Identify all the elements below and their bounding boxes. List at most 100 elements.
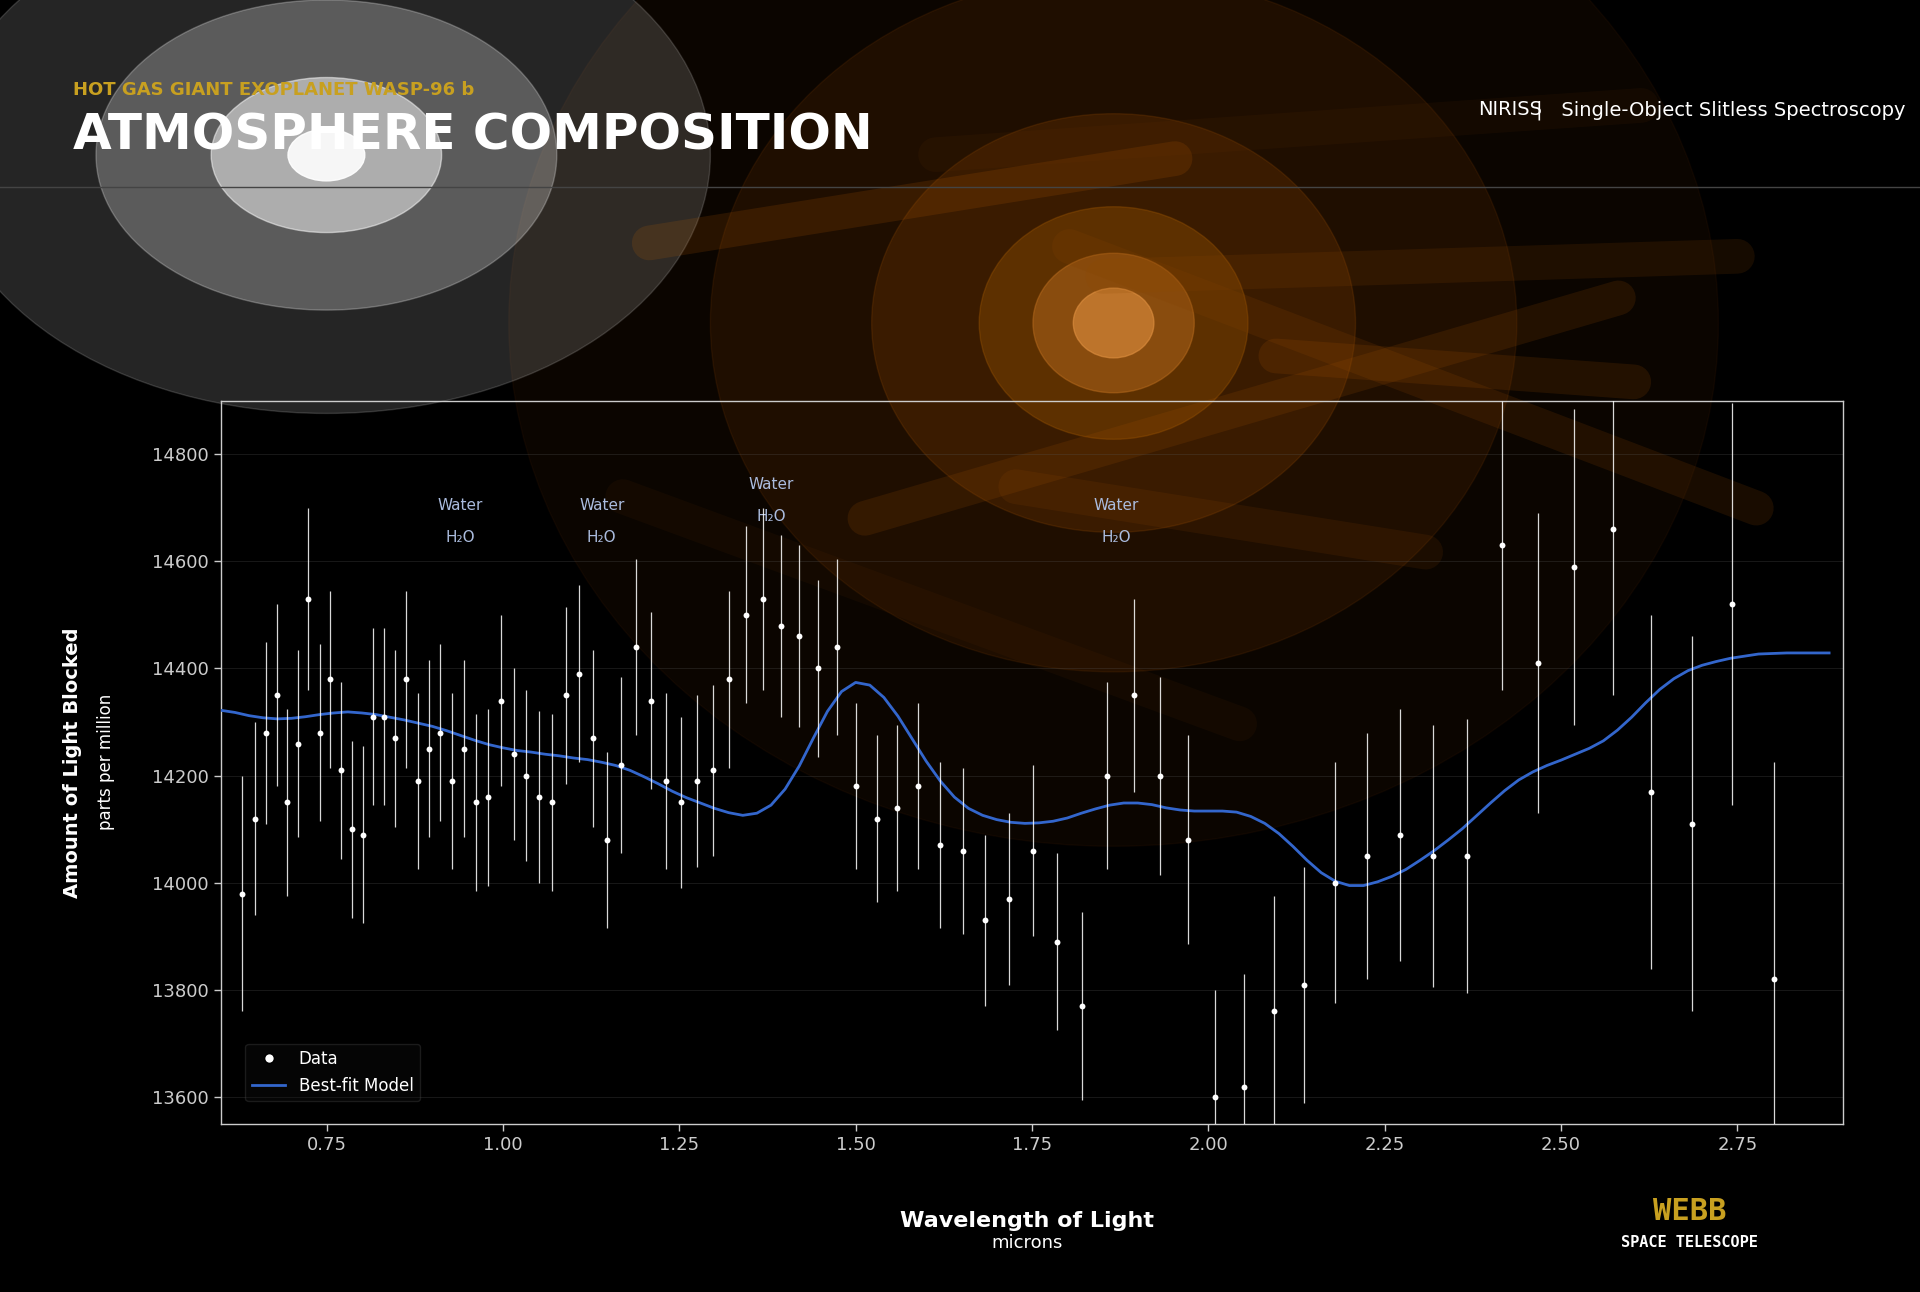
Point bbox=[947, 840, 977, 860]
Best-fit Model bbox=[209, 703, 232, 718]
Text: Amount of Light Blocked: Amount of Light Blocked bbox=[63, 627, 83, 898]
Text: |   Single-Object Slitless Spectroscopy: | Single-Object Slitless Spectroscopy bbox=[1536, 99, 1905, 120]
Point bbox=[1759, 969, 1789, 990]
Point bbox=[666, 792, 697, 813]
Point bbox=[551, 685, 582, 705]
Point bbox=[822, 637, 852, 658]
Point bbox=[682, 771, 712, 792]
Point bbox=[1173, 829, 1204, 850]
Point bbox=[1144, 765, 1175, 786]
Point bbox=[714, 669, 745, 690]
Point bbox=[403, 771, 434, 792]
Point bbox=[732, 605, 762, 625]
Point bbox=[538, 792, 568, 813]
Point bbox=[1352, 846, 1382, 867]
Text: Water: Water bbox=[749, 477, 793, 492]
Text: NIRISS: NIRISS bbox=[1478, 101, 1542, 119]
Point bbox=[392, 669, 422, 690]
Text: Water: Water bbox=[580, 499, 624, 513]
Point bbox=[749, 588, 780, 609]
Point bbox=[449, 739, 480, 760]
Point bbox=[766, 615, 797, 636]
Point bbox=[1288, 974, 1319, 995]
Point bbox=[438, 771, 468, 792]
Text: ATMOSPHERE COMPOSITION: ATMOSPHERE COMPOSITION bbox=[73, 111, 874, 160]
Point bbox=[486, 690, 516, 711]
Point bbox=[497, 744, 528, 765]
Text: H₂O: H₂O bbox=[1102, 530, 1131, 545]
Point bbox=[841, 776, 872, 797]
Point bbox=[636, 690, 666, 711]
Point bbox=[380, 727, 411, 748]
Point bbox=[651, 771, 682, 792]
Point bbox=[881, 797, 912, 818]
Point bbox=[1676, 814, 1707, 835]
Text: H₂O: H₂O bbox=[445, 530, 476, 545]
Point bbox=[1716, 594, 1747, 615]
Point bbox=[1319, 872, 1350, 893]
Best-fit Model bbox=[420, 718, 444, 734]
Point bbox=[697, 760, 728, 780]
Point bbox=[607, 755, 637, 775]
Point bbox=[282, 733, 313, 753]
Point bbox=[578, 727, 609, 748]
Point bbox=[1043, 932, 1073, 952]
Text: HOT GAS GIANT EXOPLANET WASP-96 b: HOT GAS GIANT EXOPLANET WASP-96 b bbox=[73, 81, 474, 99]
Point bbox=[925, 835, 956, 855]
Point bbox=[1018, 840, 1048, 860]
Point bbox=[1636, 782, 1667, 802]
Point bbox=[1452, 846, 1482, 867]
Point bbox=[1117, 685, 1148, 705]
Point bbox=[240, 809, 271, 829]
Best-fit Model bbox=[1818, 645, 1841, 660]
Point bbox=[1486, 535, 1517, 556]
Point bbox=[424, 722, 455, 743]
Text: parts per million: parts per million bbox=[96, 694, 115, 831]
Point bbox=[902, 776, 933, 797]
Point bbox=[336, 819, 367, 840]
Point bbox=[472, 787, 503, 808]
Best-fit Model bbox=[1183, 804, 1206, 819]
Text: microns: microns bbox=[991, 1234, 1064, 1252]
Point bbox=[993, 889, 1023, 910]
Point bbox=[564, 664, 595, 685]
Text: Wavelength of Light: Wavelength of Light bbox=[900, 1211, 1154, 1231]
Best-fit Model bbox=[732, 808, 755, 823]
Legend: Data, Best-fit Model: Data, Best-fit Model bbox=[246, 1044, 420, 1101]
Point bbox=[357, 707, 388, 727]
Point bbox=[862, 809, 893, 829]
Text: WEBB: WEBB bbox=[1653, 1198, 1726, 1226]
Text: SPACE TELESCOPE: SPACE TELESCOPE bbox=[1620, 1235, 1759, 1251]
Best-fit Model bbox=[816, 704, 839, 720]
Point bbox=[1384, 824, 1415, 845]
Point bbox=[524, 787, 555, 808]
Point bbox=[1417, 846, 1448, 867]
Point bbox=[273, 792, 303, 813]
Point bbox=[511, 765, 541, 786]
Text: H₂O: H₂O bbox=[588, 530, 616, 545]
Text: Water: Water bbox=[438, 499, 484, 513]
Point bbox=[1597, 519, 1628, 540]
Point bbox=[303, 722, 334, 743]
Point bbox=[261, 685, 292, 705]
Point bbox=[413, 739, 444, 760]
Point bbox=[1068, 996, 1098, 1017]
Best-fit Model bbox=[1338, 877, 1361, 893]
Point bbox=[294, 588, 324, 609]
Point bbox=[348, 824, 378, 845]
Best-fit Model bbox=[576, 752, 599, 767]
Point bbox=[369, 707, 399, 727]
Point bbox=[783, 627, 814, 647]
Text: Water: Water bbox=[1094, 499, 1139, 513]
Best-fit Model bbox=[1776, 645, 1799, 660]
Point bbox=[1092, 765, 1123, 786]
Point bbox=[970, 910, 1000, 930]
Text: H₂O: H₂O bbox=[756, 509, 785, 523]
Point bbox=[1559, 557, 1590, 578]
Point bbox=[252, 722, 282, 743]
Point bbox=[461, 792, 492, 813]
Point bbox=[1523, 652, 1553, 673]
Point bbox=[324, 760, 355, 780]
Point bbox=[591, 829, 622, 850]
Point bbox=[227, 884, 257, 904]
